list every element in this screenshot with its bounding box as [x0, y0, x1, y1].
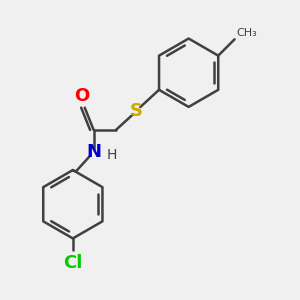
- Text: Cl: Cl: [63, 254, 82, 272]
- Text: CH₃: CH₃: [236, 28, 257, 38]
- Text: H: H: [107, 148, 117, 162]
- Text: N: N: [86, 143, 101, 161]
- Text: O: O: [74, 87, 89, 105]
- Text: S: S: [130, 102, 143, 120]
